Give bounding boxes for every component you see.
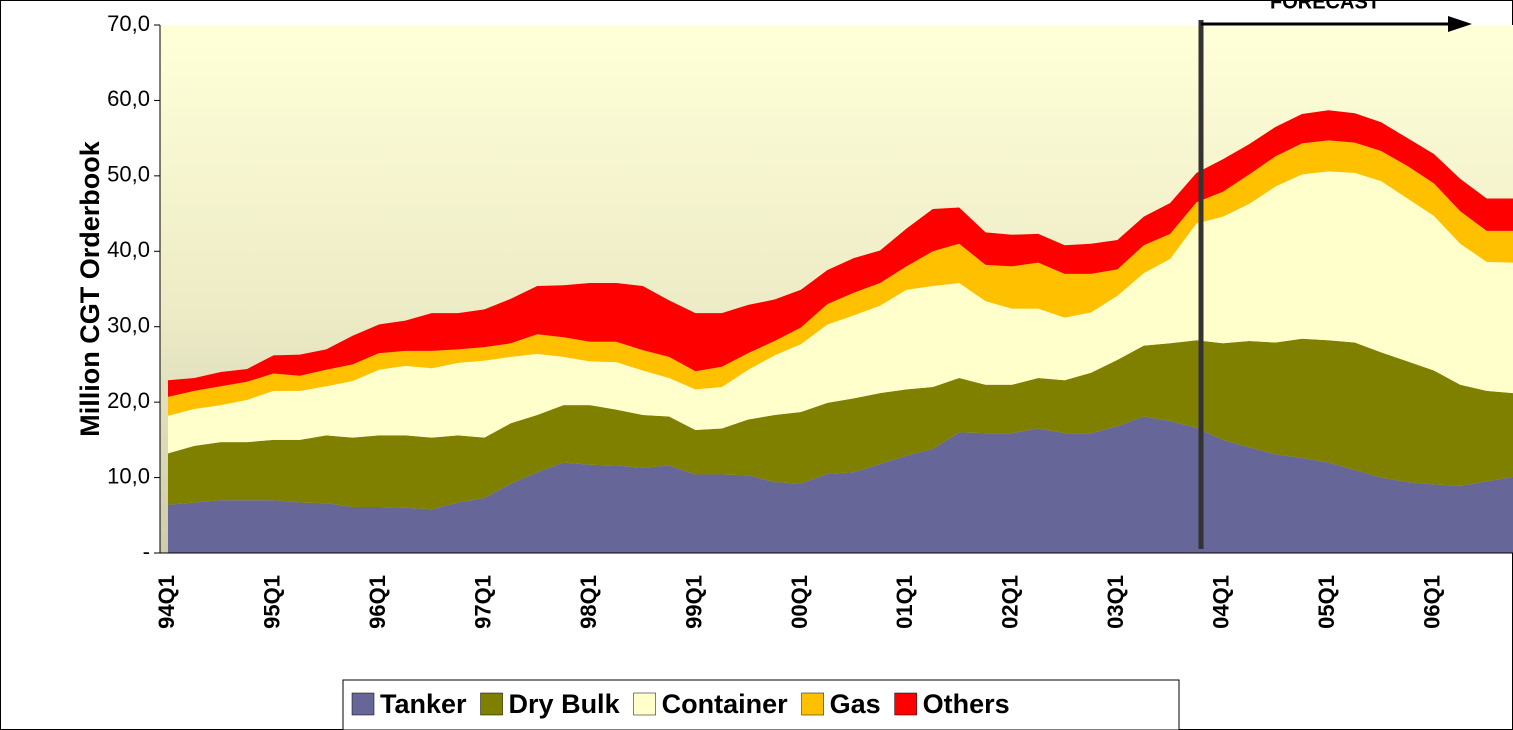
y-tick-label: 30,0 [107,313,150,338]
area [168,110,1513,397]
x-tick-label: 95Q1 [259,575,284,629]
legend-label: Others [923,689,1010,719]
x-tick-label: 01Q1 [892,575,917,629]
x-tick-label: 99Q1 [681,575,706,629]
y-tick-label: 40,0 [107,237,150,262]
y-tick-label: 20,0 [107,388,150,413]
x-tick-label: 00Q1 [787,575,812,629]
area [168,140,1513,416]
legend-label: Gas [830,689,881,719]
x-tick-label: 05Q1 [1314,575,1339,629]
legend-label: Tanker [380,689,467,719]
x-tick-label: 96Q1 [365,575,390,629]
x-tick-label: 06Q1 [1420,575,1445,629]
y-tick-label: 10,0 [107,463,150,488]
area [168,171,1513,454]
legend-swatch [894,692,917,716]
legend-swatch [633,692,656,716]
area [168,338,1513,510]
x-tick-label: 94Q1 [154,575,179,629]
legend-swatch [351,692,375,716]
legend-label: Container [662,689,789,719]
y-axis-title: Million CGT Orderbook [75,140,105,436]
areas [168,110,1513,553]
legend-label: Dry Bulk [509,689,621,719]
x-tick-label: 98Q1 [576,575,601,629]
legend: Tanker Dry Bulk Container Gas Others [351,689,1010,719]
legend-swatch [801,692,824,716]
x-tick-label: 97Q1 [470,575,495,629]
forecast-arrowhead [1448,16,1472,32]
legend-swatch [480,692,503,716]
x-tick-label: 02Q1 [998,575,1023,629]
y-tick-label: 70,0 [107,11,150,36]
y-tick-label: - [143,539,150,564]
x-tick-label: 04Q1 [1209,575,1234,629]
forecast-label: FORECAST [1270,0,1380,13]
x-tick-label: 03Q1 [1103,575,1128,629]
area [168,416,1513,553]
y-tick-label: 50,0 [107,162,150,187]
y-tick-label: 60,0 [107,86,150,111]
